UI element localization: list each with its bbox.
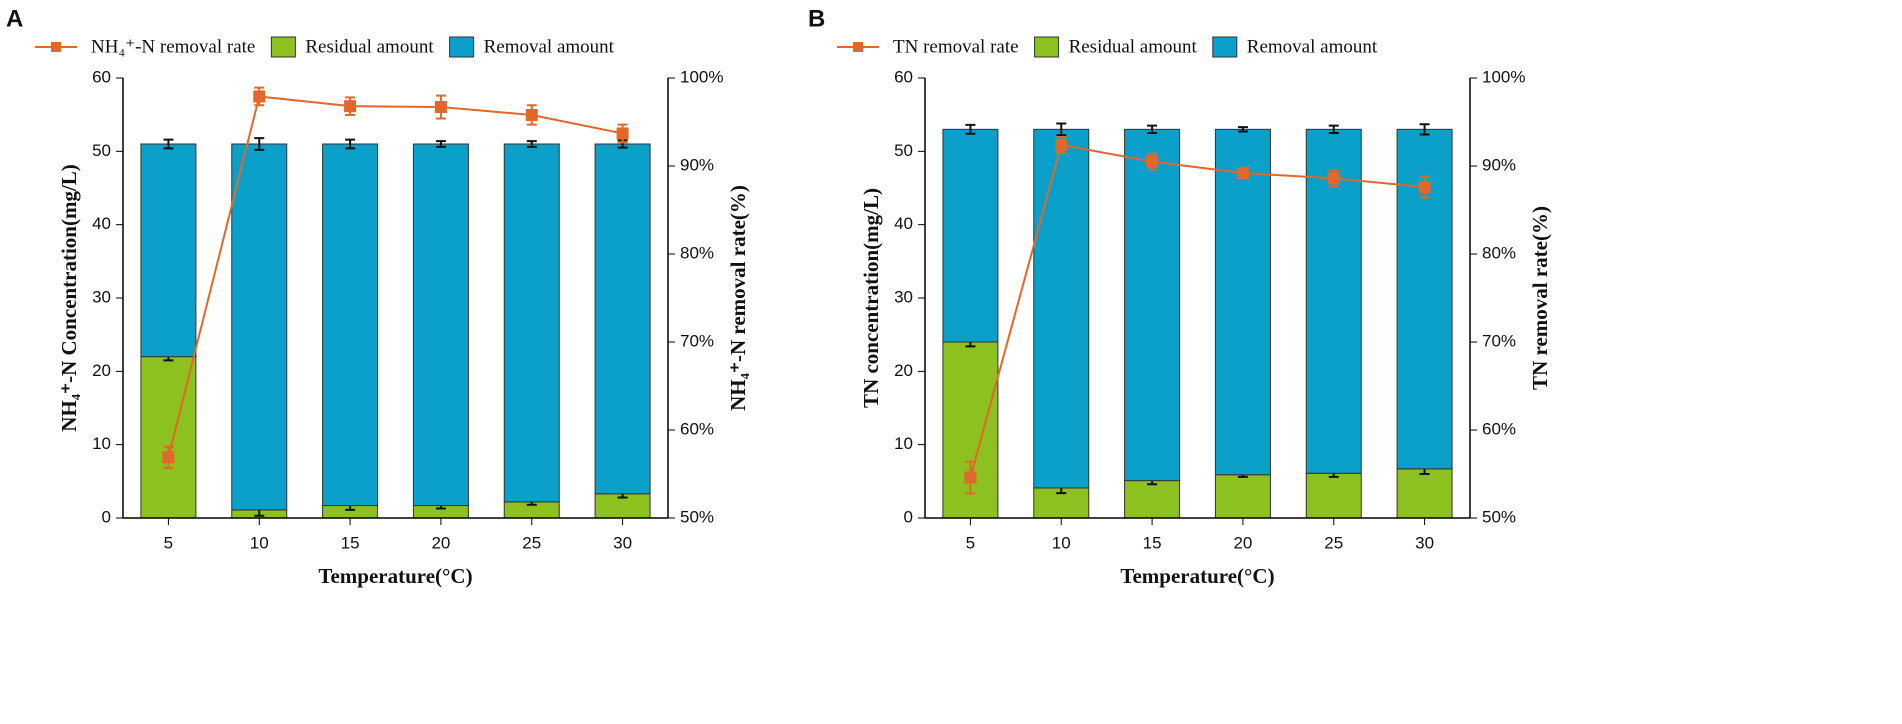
bar-segment <box>1214 474 1271 519</box>
x-tick-label: 25 <box>1324 533 1343 552</box>
bar-segment <box>231 143 288 511</box>
line-marker <box>616 127 629 140</box>
line-marker <box>964 471 977 484</box>
y2-tick-label: 90% <box>1482 155 1516 174</box>
line-marker <box>1146 155 1159 168</box>
legend-swatch <box>1034 36 1060 58</box>
line-marker <box>1327 172 1340 185</box>
bar-segment <box>1124 480 1181 519</box>
y2-tick-label: 50% <box>680 507 714 526</box>
bar-segment <box>942 128 999 343</box>
y2-tick-label: 80% <box>680 243 714 262</box>
y-tick-label: 60 <box>92 67 111 86</box>
line-marker <box>434 101 447 114</box>
y-tick-label: 20 <box>92 361 111 380</box>
panel-label: B <box>808 5 825 32</box>
error-bar <box>1419 123 1430 136</box>
error-bar <box>163 138 174 150</box>
error-bar <box>345 138 356 150</box>
y2-axis-title: NH₄⁺-N removal rate(%) <box>726 185 750 411</box>
error-bar <box>435 140 446 148</box>
y2-tick-label: 90% <box>680 155 714 174</box>
x-tick-label: 20 <box>431 533 450 552</box>
x-tick-label: 5 <box>966 533 975 552</box>
error-bar <box>1056 122 1067 137</box>
legend-marker <box>51 42 61 52</box>
bar-segment <box>1305 472 1362 519</box>
bar-segment <box>1396 468 1453 519</box>
y-tick-label: 20 <box>894 361 913 380</box>
y2-tick-label: 60% <box>680 419 714 438</box>
x-tick-label: 30 <box>613 533 632 552</box>
y-tick-label: 30 <box>894 287 913 306</box>
line <box>969 143 1425 478</box>
y2-tick-label: 70% <box>680 331 714 350</box>
legend-marker <box>853 42 863 52</box>
line-marker <box>344 100 357 113</box>
y-tick-label: 50 <box>894 141 913 160</box>
x-tick-label: 10 <box>250 533 269 552</box>
line-marker <box>253 90 266 103</box>
error-bar <box>1328 124 1339 134</box>
bar-segment <box>322 143 379 507</box>
y-tick-label: 50 <box>92 141 111 160</box>
legend-swatch <box>270 36 296 58</box>
y-axis-title: TN concentration(mg/L) <box>859 188 883 408</box>
panel-label: A <box>6 5 23 32</box>
y2-tick-label: 100% <box>680 67 723 86</box>
line <box>167 95 623 458</box>
bar-segment <box>1033 128 1090 489</box>
legend-swatch <box>1212 36 1238 58</box>
x-axis-title: Temperature(°C) <box>318 564 472 588</box>
y-tick-label: 10 <box>92 434 111 453</box>
legend-label: Residual amount <box>1069 36 1198 57</box>
legend-label: Removal amount <box>484 36 615 57</box>
y2-tick-label: 100% <box>1482 67 1525 86</box>
line-marker <box>162 451 175 464</box>
y2-tick-label: 50% <box>1482 507 1516 526</box>
y2-tick-label: 80% <box>1482 243 1516 262</box>
y-axis-title: NH₄⁺-N Concentration(mg/L) <box>57 164 81 432</box>
error-bar <box>965 123 976 135</box>
bar-segment <box>1124 128 1181 482</box>
bar-segment <box>1214 128 1271 476</box>
y2-tick-label: 70% <box>1482 331 1516 350</box>
legend-swatch <box>449 36 475 58</box>
y-tick-label: 40 <box>894 214 913 233</box>
x-tick-label: 30 <box>1415 533 1434 552</box>
bar-segment <box>503 143 560 503</box>
y-tick-label: 40 <box>92 214 111 233</box>
x-tick-label: 20 <box>1233 533 1252 552</box>
legend-label: TN removal rate <box>893 36 1019 57</box>
error-bar <box>526 140 537 148</box>
y-tick-label: 0 <box>904 507 913 526</box>
x-tick-label: 10 <box>1052 533 1071 552</box>
line-marker <box>1236 167 1249 180</box>
line-marker <box>1055 138 1068 151</box>
legend-label: Removal amount <box>1247 36 1378 57</box>
y2-axis-title: TN removal rate(%) <box>1528 206 1552 390</box>
legend-label: NH₄⁺-N removal rate <box>91 36 255 57</box>
line-marker <box>525 108 538 121</box>
error-bar <box>1147 124 1158 134</box>
bar-segment <box>594 143 651 495</box>
x-tick-label: 5 <box>164 533 173 552</box>
x-tick-label: 25 <box>522 533 541 552</box>
y2-tick-label: 60% <box>1482 419 1516 438</box>
bar-segment <box>412 143 469 507</box>
legend-label: Residual amount <box>305 36 434 57</box>
error-bar <box>1237 126 1248 133</box>
y-tick-label: 10 <box>894 434 913 453</box>
x-tick-label: 15 <box>1143 533 1162 552</box>
x-tick-label: 15 <box>341 533 360 552</box>
line-marker <box>1418 181 1431 194</box>
error-bar <box>254 137 265 151</box>
y-tick-label: 30 <box>92 287 111 306</box>
bar-segment <box>140 143 197 358</box>
y-tick-label: 0 <box>102 507 111 526</box>
y-tick-label: 60 <box>894 67 913 86</box>
x-axis-title: Temperature(°C) <box>1120 564 1274 588</box>
